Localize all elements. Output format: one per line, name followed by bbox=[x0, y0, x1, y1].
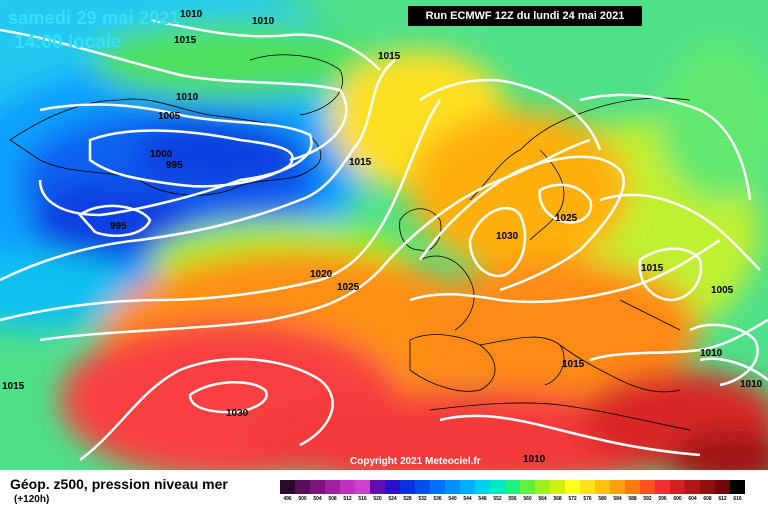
isobars bbox=[0, 18, 768, 461]
copyright: Copyright 2021 Meteociel.fr bbox=[350, 456, 481, 467]
isobar-label: 1005 bbox=[711, 285, 734, 296]
isobar-label: 1015 bbox=[2, 381, 25, 392]
legend-swatch bbox=[505, 480, 520, 494]
legend-swatch bbox=[460, 480, 475, 494]
color-legend bbox=[280, 480, 745, 494]
legend-value: 508 bbox=[328, 496, 337, 502]
isobar-label: 1015 bbox=[641, 263, 664, 274]
legend-value: 520 bbox=[373, 496, 382, 502]
legend-swatch bbox=[310, 480, 325, 494]
isobar-labels: 1010 1010 1015 1015 1010 1005 1000 995 9… bbox=[2, 9, 763, 465]
legend-value: 504 bbox=[313, 496, 322, 502]
isobar-label: 995 bbox=[110, 221, 127, 232]
legend-swatch bbox=[370, 480, 385, 494]
map-title: Géop. z500, pression niveau mer bbox=[10, 476, 228, 492]
legend-swatch bbox=[385, 480, 400, 494]
legend-value: 592 bbox=[643, 496, 652, 502]
map-svg: 1010 1010 1015 1015 1010 1005 1000 995 9… bbox=[0, 0, 768, 470]
legend-value: 556 bbox=[508, 496, 517, 502]
isobar-label: 1025 bbox=[555, 213, 578, 224]
isobar-label: 1005 bbox=[158, 111, 181, 122]
legend-value: 588 bbox=[628, 496, 637, 502]
forecast-date: samedi 29 mai 2021 bbox=[8, 8, 180, 28]
legend-swatch bbox=[400, 480, 415, 494]
legend-swatch bbox=[610, 480, 625, 494]
legend-value: 512 bbox=[343, 496, 352, 502]
coastlines bbox=[9, 54, 691, 431]
legend-value: 584 bbox=[613, 496, 622, 502]
geopotential-map: 1010 1010 1015 1015 1010 1005 1000 995 9… bbox=[0, 0, 768, 470]
legend-swatch bbox=[340, 480, 355, 494]
legend-value: 548 bbox=[478, 496, 487, 502]
legend-value: 572 bbox=[568, 496, 577, 502]
isobar-label: 1025 bbox=[337, 282, 360, 293]
legend-swatch bbox=[355, 480, 370, 494]
isobar-label: 1000 bbox=[150, 149, 173, 160]
legend-swatch bbox=[550, 480, 565, 494]
model-run-label: Run ECMWF 12Z du lundi 24 mai 2021 bbox=[408, 6, 642, 26]
legend-value: 552 bbox=[493, 496, 502, 502]
legend-value: 540 bbox=[448, 496, 457, 502]
legend-value: 580 bbox=[598, 496, 607, 502]
isobar-label: 1030 bbox=[496, 231, 519, 242]
legend-value: 496 bbox=[283, 496, 292, 502]
isobar-label: 1010 bbox=[740, 379, 763, 390]
legend-swatch bbox=[685, 480, 700, 494]
isobar-label: 1020 bbox=[310, 269, 333, 280]
legend-value: 536 bbox=[433, 496, 442, 502]
legend-value: 600 bbox=[673, 496, 682, 502]
legend-value: 544 bbox=[463, 496, 472, 502]
legend-value: 604 bbox=[688, 496, 697, 502]
isobar-label: 1010 bbox=[700, 348, 723, 359]
legend-swatch bbox=[415, 480, 430, 494]
isobar-label: 1010 bbox=[176, 92, 199, 103]
legend-value: 616 bbox=[733, 496, 742, 502]
legend-value: 500 bbox=[298, 496, 307, 502]
legend-value: 528 bbox=[403, 496, 412, 502]
legend-swatch bbox=[670, 480, 685, 494]
forecast-lead-time: (+120h) bbox=[14, 494, 50, 505]
legend-value: 516 bbox=[358, 496, 367, 502]
legend-value: 532 bbox=[418, 496, 427, 502]
legend-swatch bbox=[430, 480, 445, 494]
legend-swatch bbox=[595, 480, 610, 494]
isobar-label: 1010 bbox=[523, 454, 546, 465]
legend-swatch bbox=[700, 480, 715, 494]
legend-swatch bbox=[730, 480, 745, 494]
isobar-label: 1015 bbox=[378, 51, 401, 62]
legend-value: 524 bbox=[388, 496, 397, 502]
legend-swatch bbox=[475, 480, 490, 494]
legend-swatch bbox=[520, 480, 535, 494]
legend-swatch bbox=[445, 480, 460, 494]
legend-swatch bbox=[325, 480, 340, 494]
isobar-label: 1015 bbox=[349, 157, 372, 168]
legend-swatch bbox=[640, 480, 655, 494]
legend-swatch bbox=[535, 480, 550, 494]
isobar-label: 1015 bbox=[174, 35, 197, 46]
z500-color-field bbox=[0, 0, 768, 470]
legend-swatch bbox=[580, 480, 595, 494]
legend-value: 608 bbox=[703, 496, 712, 502]
isobar-label: 1030 bbox=[226, 408, 249, 419]
legend-swatch bbox=[655, 480, 670, 494]
forecast-time: 14:00 locale bbox=[14, 32, 122, 53]
isobar-label: 1015 bbox=[562, 359, 585, 370]
legend-value: 564 bbox=[538, 496, 547, 502]
isobar-label: 1010 bbox=[252, 16, 275, 27]
legend-value: 612 bbox=[718, 496, 727, 502]
legend-swatch bbox=[490, 480, 505, 494]
legend-swatch bbox=[565, 480, 580, 494]
legend-value: 568 bbox=[553, 496, 562, 502]
legend-swatch bbox=[280, 480, 295, 494]
footer: Géop. z500, pression niveau mer (+120h) … bbox=[0, 470, 768, 512]
legend-value: 576 bbox=[583, 496, 592, 502]
isobar-label: 1010 bbox=[180, 9, 203, 20]
legend-swatch bbox=[625, 480, 640, 494]
isobar-label: 995 bbox=[166, 160, 183, 171]
legend-swatch bbox=[295, 480, 310, 494]
legend-value: 560 bbox=[523, 496, 532, 502]
legend-swatch bbox=[715, 480, 730, 494]
color-legend-labels: 496 500 504 508 512 516 520 524 528 532 536 540 544 5… bbox=[280, 496, 745, 502]
legend-value: 596 bbox=[658, 496, 667, 502]
